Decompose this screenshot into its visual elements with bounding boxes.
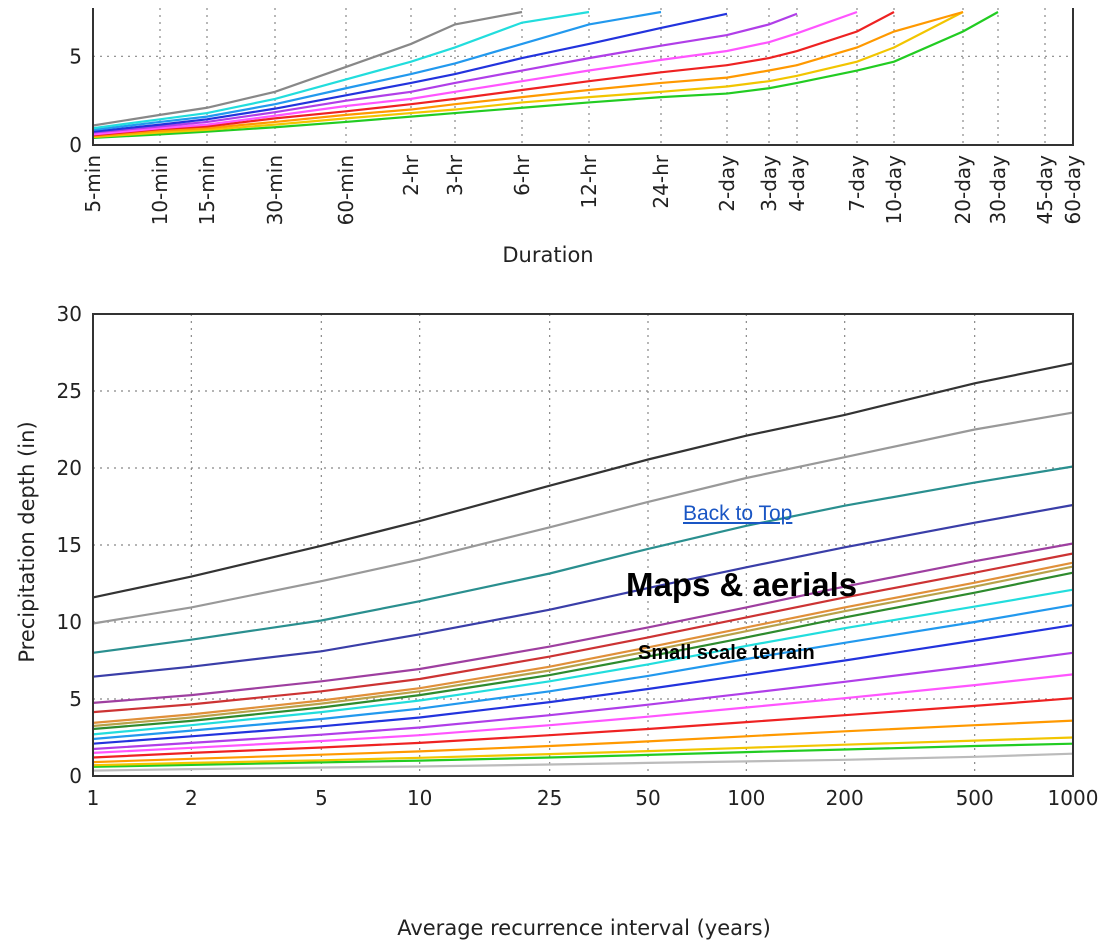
duration-series: [92, 10, 999, 140]
recurrence-y-tick-label: 0: [69, 764, 82, 788]
duration-x-tick-label: 60-min: [334, 155, 358, 225]
recurrence-y-tick-label: 15: [57, 533, 82, 557]
recurrence-x-tick-label: 25: [537, 786, 562, 810]
recurrence-x-tick-label: 1000: [1048, 786, 1099, 810]
recurrence-y-tick-label: 5: [69, 687, 82, 711]
duration-x-tick-label: 20-day: [951, 155, 975, 225]
recurrence-series-line: [92, 624, 1074, 745]
duration-x-tick-label: 24-hr: [649, 154, 673, 208]
duration-series-line: [92, 10, 662, 132]
recurrence-series-line: [92, 565, 1074, 728]
recurrence-series-line: [92, 542, 1074, 704]
small-scale-terrain-heading: Small scale terrain: [638, 642, 815, 664]
duration-x-tick-label: 30-min: [263, 155, 287, 225]
recurrence-grid: [93, 314, 1073, 776]
recurrence-series-line: [92, 752, 1074, 772]
duration-x-axis-label: Duration: [502, 243, 593, 267]
duration-x-tick-label: 30-day: [986, 155, 1010, 225]
recurrence-x-tick-label: 5: [315, 786, 328, 810]
duration-x-tick-label: 3-day: [757, 155, 781, 212]
recurrence-x-tick-label: 500: [956, 786, 994, 810]
duration-x-tick-label: 3-hr: [443, 154, 467, 196]
duration-chart: 0 5 5-min 10-min 15-min 30-min 60-min 2-hr 3-hr 6…: [69, 8, 1085, 267]
duration-x-tick-label: 2-day: [715, 155, 739, 212]
duration-series-line: [92, 10, 964, 138]
recurrence-axes: [92, 313, 1074, 777]
recurrence-series-line: [92, 736, 1074, 767]
duration-series-line: [92, 11, 964, 139]
recurrence-x-axis-label: Average recurrence interval (years): [397, 916, 771, 940]
duration-ticks: 0 5 5-min 10-min 15-min 30-min 60-min 2-hr 3-hr 6…: [69, 44, 1085, 225]
duration-x-tick-label: 6-hr: [510, 154, 534, 196]
duration-frame: [92, 8, 1074, 146]
duration-x-tick-label: 7-day: [845, 155, 869, 212]
recurrence-x-tick-label: 2: [185, 786, 198, 810]
duration-x-tick-label: 10-min: [148, 155, 172, 225]
recurrence-x-tick-label: 10: [407, 786, 432, 810]
recurrence-series-line: [92, 673, 1074, 754]
recurrence-series-line: [92, 362, 1074, 599]
duration-y-tick-label: 5: [69, 44, 82, 68]
duration-x-tick-label: 4-day: [785, 155, 809, 212]
recurrence-series-line: [92, 604, 1074, 741]
duration-series-line: [92, 11, 999, 140]
duration-x-tick-label: 10-day: [882, 155, 906, 225]
duration-x-tick-label: 5-min: [81, 155, 105, 213]
recurrence-x-tick-label: 1: [87, 786, 100, 810]
duration-series-line: [92, 10, 858, 136]
recurrence-series-line: [92, 503, 1074, 678]
recurrence-y-axis-label: Precipitation depth (in): [15, 421, 39, 662]
duration-x-tick-label: 12-hr: [577, 154, 601, 208]
duration-series-line: [92, 10, 590, 130]
back-to-top-link[interactable]: Back to Top: [683, 502, 793, 525]
duration-y-tick-label: 0: [69, 133, 82, 157]
duration-series-line: [92, 11, 895, 137]
recurrence-series-line: [92, 588, 1074, 736]
duration-x-tick-label: 2-hr: [399, 154, 423, 196]
recurrence-series: [92, 362, 1074, 772]
maps-aerials-heading: Maps & aerials: [626, 566, 858, 603]
recurrence-x-tick-label: 200: [826, 786, 864, 810]
recurrence-x-tick-label: 100: [727, 786, 765, 810]
recurrence-y-tick-label: 20: [57, 456, 82, 480]
recurrence-series-line: [92, 411, 1074, 625]
recurrence-x-tick-label: 50: [635, 786, 660, 810]
recurrence-series-line: [92, 697, 1074, 759]
recurrence-frame: [92, 313, 1074, 777]
recurrence-y-tick-label: 10: [57, 610, 82, 634]
recurrence-series-line: [92, 651, 1074, 751]
recurrence-series-line: [92, 571, 1074, 731]
duration-series-line: [92, 12, 798, 134]
duration-axes: [92, 8, 1074, 146]
duration-series-line: [92, 12, 728, 133]
duration-series-line: [92, 10, 523, 127]
recurrence-series-line: [92, 742, 1074, 768]
recurrence-series-line: [92, 552, 1074, 714]
duration-x-tick-label: 15-min: [195, 155, 219, 225]
recurrence-series-line: [92, 719, 1074, 764]
recurrence-series-line: [92, 465, 1074, 654]
duration-x-tick-label: 45-day: [1033, 155, 1057, 225]
recurrence-y-tick-label: 25: [57, 379, 82, 403]
recurrence-y-tick-label: 30: [57, 302, 82, 326]
duration-x-tick-label: 60-day: [1061, 155, 1085, 225]
recurrence-series-line: [92, 561, 1074, 724]
